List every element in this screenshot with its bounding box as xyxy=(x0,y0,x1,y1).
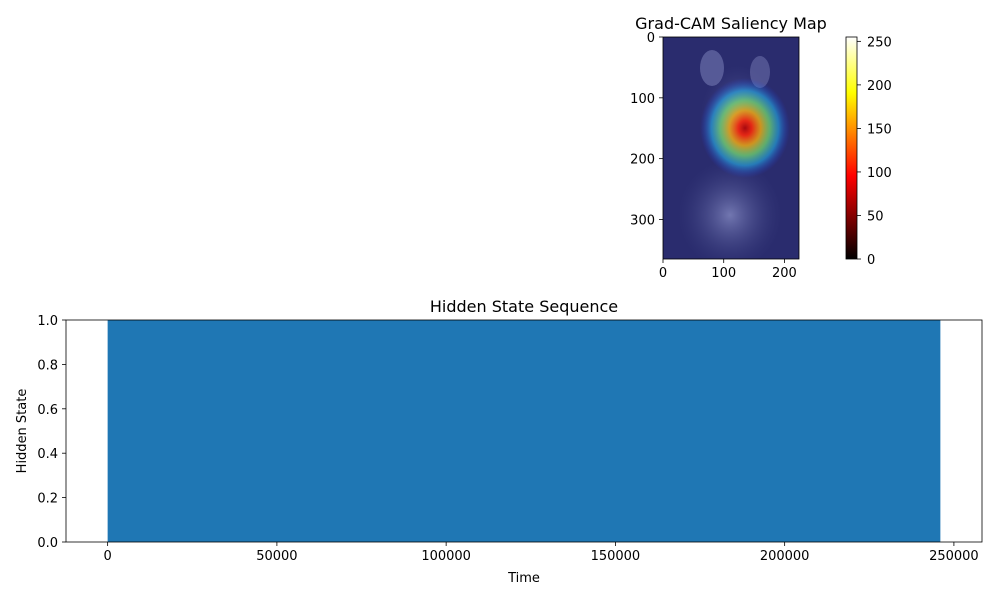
saliency-title: Grad-CAM Saliency Map xyxy=(635,14,827,33)
saliency-y-tick-label: 100 xyxy=(630,92,655,107)
saliency-x-tick-label: 0 xyxy=(659,266,667,281)
hidden-state-x-ticks: 0 50000 100000 150000 200000 250000 xyxy=(103,542,979,564)
hidden-state-chart: Hidden State Sequence 0 50000 100000 150000… xyxy=(15,297,983,586)
hidden-state-x-tick-label: 200000 xyxy=(760,549,810,564)
hidden-state-axes-frame xyxy=(65,319,983,543)
hidden-state-y-tick-label: 0.2 xyxy=(37,492,58,507)
dog-body xyxy=(678,160,782,259)
colorbar-ticks: 0 50 100 150 200 250 xyxy=(857,35,892,268)
saliency-y-ticks: 0 100 200 300 xyxy=(630,31,663,228)
hidden-state-bars xyxy=(107,320,941,542)
saliency-chart: Grad-CAM Saliency Map 0 100 200 0 100 200 300… xyxy=(630,14,892,281)
hidden-state-y-ticks: 0.0 0.2 0.4 0.6 0.8 1.0 xyxy=(37,314,66,551)
saliency-y-tick-label: 200 xyxy=(630,153,655,168)
hidden-state-ylabel: Hidden State xyxy=(15,389,30,474)
colorbar-tick-label: 200 xyxy=(867,79,892,94)
hidden-state-x-tick-label: 250000 xyxy=(929,549,979,564)
hidden-state-x-tick-label: 50000 xyxy=(256,549,297,564)
saliency-y-tick-label: 0 xyxy=(647,31,655,46)
colorbar: 0 50 100 150 200 250 xyxy=(845,35,892,268)
dog-ear-left xyxy=(700,50,724,86)
hidden-state-y-tick-label: 0.8 xyxy=(37,358,58,373)
hidden-state-xlabel: Time xyxy=(507,571,540,586)
colorbar-tick-label: 0 xyxy=(867,253,875,268)
hidden-state-title: Hidden State Sequence xyxy=(430,297,618,316)
colorbar-tick-label: 50 xyxy=(867,209,884,224)
hidden-state-x-tick-label: 100000 xyxy=(421,549,471,564)
saliency-hotspot xyxy=(700,78,790,178)
colorbar-tick-label: 250 xyxy=(867,35,892,50)
hidden-state-y-tick-label: 0.4 xyxy=(37,447,58,462)
colorbar-gradient xyxy=(845,36,858,260)
hidden-state-bar xyxy=(107,320,941,542)
saliency-x-ticks: 0 100 200 xyxy=(659,259,797,281)
saliency-x-tick-label: 200 xyxy=(772,266,797,281)
saliency-y-tick-label: 300 xyxy=(630,213,655,228)
hidden-state-x-tick-label: 0 xyxy=(103,549,111,564)
hidden-state-y-tick-label: 0.0 xyxy=(37,536,58,551)
hidden-state-x-tick-label: 150000 xyxy=(591,549,641,564)
saliency-x-tick-label: 100 xyxy=(711,266,736,281)
saliency-image xyxy=(663,37,799,259)
colorbar-tick-label: 150 xyxy=(867,122,892,137)
colorbar-tick-label: 100 xyxy=(867,166,892,181)
hidden-state-y-tick-label: 1.0 xyxy=(37,314,58,329)
hidden-state-y-tick-label: 0.6 xyxy=(37,403,58,418)
